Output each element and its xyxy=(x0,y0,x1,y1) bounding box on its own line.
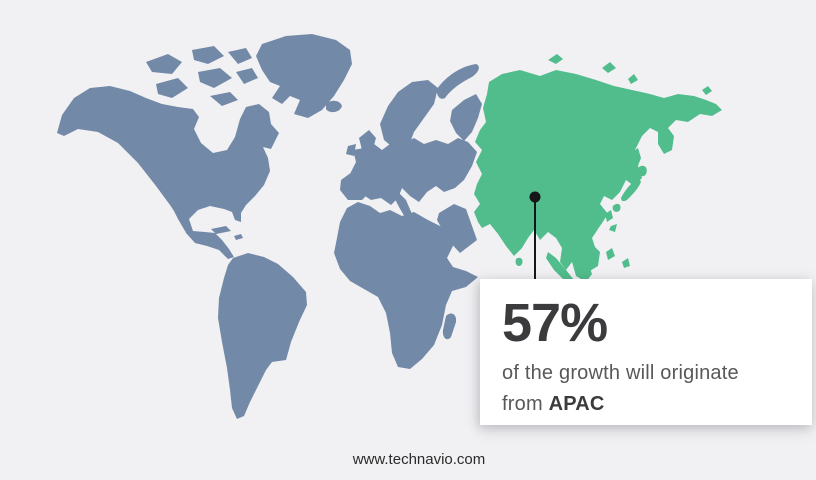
region-rest-of-world xyxy=(57,34,482,419)
landmass-africa xyxy=(334,202,478,369)
region-label: APAC xyxy=(548,392,605,415)
islands-british-isles xyxy=(346,130,376,156)
region-apac xyxy=(474,54,722,282)
landmass-iberia xyxy=(340,170,376,200)
callout-line1: of the growth will originate xyxy=(502,361,739,384)
landmass-europe xyxy=(349,138,477,205)
callout-line2-prefix: from xyxy=(502,392,543,415)
islands-novaya-zemlya xyxy=(436,64,479,99)
landmass-arabia xyxy=(437,204,477,253)
islands-indonesia xyxy=(546,244,630,282)
footer-url: www.technavio.com xyxy=(352,451,486,468)
island-sakhalin xyxy=(630,148,641,171)
apac-marker xyxy=(529,191,541,283)
island-iceland xyxy=(326,100,342,113)
islands-philippines xyxy=(605,210,617,232)
islands-caribbean xyxy=(211,226,243,240)
island-sri-lanka xyxy=(515,257,523,267)
landmass-scandinavia xyxy=(380,80,438,150)
landmass-baja-california xyxy=(172,203,190,231)
landmass-russia-northwest xyxy=(450,94,482,141)
percent-value: 57% xyxy=(502,293,608,353)
landmass-north-america xyxy=(57,86,279,259)
landmass-italy xyxy=(395,192,412,219)
landmass-south-america xyxy=(218,253,307,419)
landmass-greenland xyxy=(256,34,352,118)
island-madagascar xyxy=(442,313,457,340)
marker-dot-icon xyxy=(529,191,541,203)
apac-callout-card: 57% of the growth will originate from AP… xyxy=(480,279,812,425)
islands-japan xyxy=(612,165,647,212)
callout-description: of the growth will originate from APAC xyxy=(502,358,790,420)
islands-canadian-arctic xyxy=(146,46,258,106)
